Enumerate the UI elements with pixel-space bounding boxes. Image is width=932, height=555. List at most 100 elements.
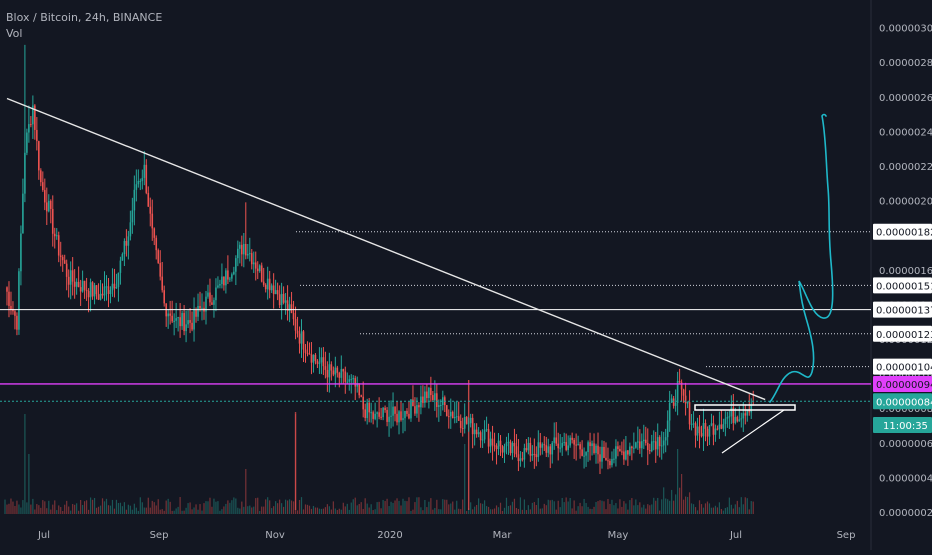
candle-body xyxy=(491,438,494,446)
candle-body xyxy=(660,445,663,447)
candle-body xyxy=(326,369,329,378)
volume-bar xyxy=(561,497,563,514)
volume-bar xyxy=(653,497,655,514)
volume-bar xyxy=(537,498,539,514)
volume-bar xyxy=(531,502,533,514)
volume-bar xyxy=(487,506,490,514)
candle-body xyxy=(591,443,593,447)
candle-body xyxy=(505,442,508,447)
candle-body xyxy=(402,418,404,420)
volume-bar xyxy=(422,510,424,514)
candle-body xyxy=(360,395,363,397)
candle-body xyxy=(461,428,464,430)
candle-body xyxy=(726,417,729,419)
volume-bar xyxy=(750,501,752,514)
candle-body xyxy=(648,449,651,452)
candle-body xyxy=(445,405,448,417)
candle-body xyxy=(336,367,339,373)
volume-bar xyxy=(233,497,235,514)
volume-bar xyxy=(495,505,498,514)
candle-body xyxy=(79,287,82,292)
volume-bar xyxy=(434,508,436,514)
candle-body xyxy=(553,437,556,443)
candle-body xyxy=(642,439,645,442)
candle-body xyxy=(577,444,579,446)
volume-bar xyxy=(366,503,368,514)
candle-body xyxy=(656,437,659,450)
volume-bar xyxy=(565,497,567,514)
volume-bar xyxy=(517,508,520,514)
candle-body xyxy=(529,442,532,456)
volume-bar xyxy=(376,502,378,514)
volume-bar xyxy=(76,503,78,514)
volume-bar xyxy=(52,504,54,514)
candle-body xyxy=(519,458,522,462)
candle-body xyxy=(750,404,753,413)
volume-bar xyxy=(740,497,742,514)
volume-bar xyxy=(181,510,183,514)
price-label-text: 0.00000123 xyxy=(876,330,932,341)
candle-body xyxy=(561,442,563,448)
candle-body xyxy=(250,253,253,265)
volume-bar xyxy=(310,508,313,514)
volume-bar xyxy=(452,501,454,514)
candle-body xyxy=(61,256,64,261)
volume-bar xyxy=(507,506,510,514)
candle-body xyxy=(205,296,207,312)
volume-bar xyxy=(579,502,581,514)
candle-body xyxy=(278,294,281,306)
candle-body xyxy=(113,283,116,289)
volume-bar xyxy=(87,509,90,514)
candle-body xyxy=(57,235,60,256)
candle-body xyxy=(575,444,577,446)
candle-body xyxy=(167,313,169,317)
candle-body xyxy=(328,364,331,378)
candle-body xyxy=(521,458,524,460)
volume-bar xyxy=(599,500,601,514)
candle-body xyxy=(24,152,26,194)
volume-bar xyxy=(402,498,404,514)
candle-body xyxy=(173,320,175,322)
volume-bar xyxy=(28,454,30,514)
candle-body xyxy=(706,428,709,437)
volume-bar xyxy=(728,497,730,514)
volume-bar xyxy=(635,499,637,514)
volume-bar xyxy=(551,499,553,514)
volume-bar xyxy=(286,500,289,514)
candle-body xyxy=(227,270,229,280)
candle-body xyxy=(406,410,408,414)
volume-bar xyxy=(32,498,34,514)
volume-bar xyxy=(736,500,738,514)
candle-body xyxy=(193,309,195,330)
candle-body xyxy=(324,366,327,370)
volume-bar xyxy=(125,509,127,514)
volume-bar xyxy=(139,497,141,514)
volume-bar xyxy=(752,501,754,514)
candle-body xyxy=(525,448,528,451)
candle-body xyxy=(296,330,299,334)
candle-body xyxy=(720,424,723,429)
volume-bar xyxy=(54,500,56,514)
volume-bar xyxy=(284,499,287,514)
volume-bar xyxy=(4,499,6,514)
candle-body xyxy=(633,447,635,449)
candle-body xyxy=(73,281,76,287)
volume-bar xyxy=(398,500,400,514)
candle-body xyxy=(26,132,28,153)
volume-bar xyxy=(605,509,607,514)
volume-bar xyxy=(673,500,675,514)
volume-bar xyxy=(141,502,143,514)
candle-body xyxy=(724,418,727,425)
price-tick-label: 0.00000300 xyxy=(879,24,932,35)
volume-bar xyxy=(70,510,72,514)
volume-bar xyxy=(318,508,321,514)
candle-body xyxy=(557,443,560,449)
volume-bar xyxy=(575,510,577,514)
volume-bar xyxy=(555,509,557,514)
price-label-box xyxy=(873,301,932,318)
volume-bar xyxy=(161,509,163,514)
volume-bar xyxy=(483,500,486,514)
